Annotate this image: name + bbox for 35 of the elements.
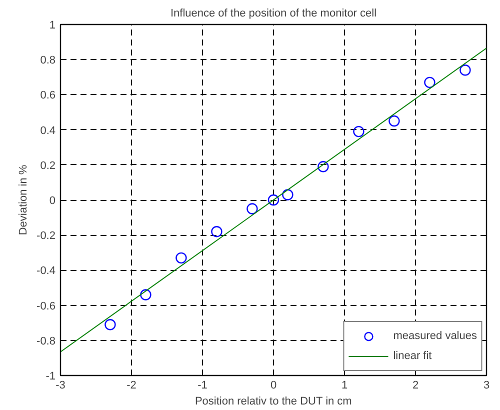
x-tick-label: -1 xyxy=(198,380,208,392)
y-tick-label: 0.4 xyxy=(40,124,56,137)
point xyxy=(388,115,400,127)
y-tick-label: -1 xyxy=(46,370,56,382)
point xyxy=(282,189,294,200)
point xyxy=(318,161,329,172)
legend-label: measured values xyxy=(393,330,477,342)
y-tick-label: 0.8 xyxy=(40,54,56,67)
y-tick-label: -0.2 xyxy=(36,230,56,242)
y-tick-label: -0.8 xyxy=(36,335,56,348)
point xyxy=(246,203,258,214)
point xyxy=(211,226,222,238)
point xyxy=(353,126,364,138)
point xyxy=(176,252,187,264)
y-tick-label: -0.6 xyxy=(36,300,56,312)
point xyxy=(424,76,436,88)
x-tick-label: 1 xyxy=(341,380,348,392)
x-axis-title: Position relativ to the DUT in cm xyxy=(194,396,352,408)
point xyxy=(104,319,116,330)
point xyxy=(268,194,280,206)
y-tick-label: -0.4 xyxy=(36,265,56,278)
chart-title: Influence of the position of the monitor cell xyxy=(170,8,377,20)
y-tick-label: 0 xyxy=(49,195,56,207)
x-tick-label: -2 xyxy=(126,380,136,392)
point xyxy=(140,289,152,300)
y-tick-label: 0.2 xyxy=(40,160,56,172)
point xyxy=(460,64,471,76)
x-tick-label: -3 xyxy=(56,380,66,392)
y-axis-title: Deviation in % xyxy=(18,164,30,236)
legend-label: linear fit xyxy=(393,350,432,362)
x-tick-label: 2 xyxy=(412,380,419,392)
x-tick-label: 3 xyxy=(483,380,490,392)
x-tick-label: 0 xyxy=(270,380,277,392)
y-tick-label: 1 xyxy=(49,20,56,32)
y-tick-label: 0.6 xyxy=(40,90,56,102)
